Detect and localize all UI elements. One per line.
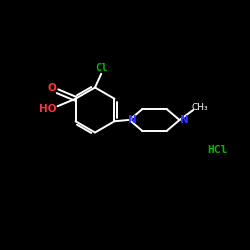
Text: N: N	[128, 114, 136, 124]
Text: HO: HO	[39, 104, 57, 114]
Text: CH₃: CH₃	[192, 103, 208, 112]
Text: O: O	[48, 83, 56, 93]
Text: HCl: HCl	[207, 145, 228, 155]
Text: Cl: Cl	[96, 63, 108, 73]
Text: N: N	[180, 114, 188, 124]
